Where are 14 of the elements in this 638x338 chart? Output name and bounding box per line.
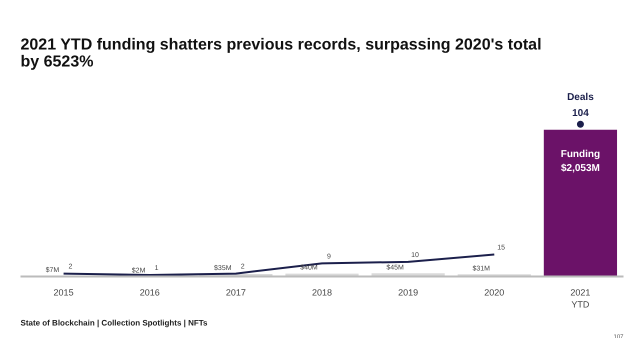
x-tick-label: 2017: [226, 288, 246, 298]
x-tick-label: 2015: [54, 288, 74, 298]
x-tick-label: 2021 YTD: [570, 288, 590, 310]
chart-title: 2021 YTD funding shatters previous records, surpassing 2020's total by 6523%: [20, 36, 542, 70]
text: Deals: [567, 92, 594, 104]
data-label: 104: [572, 108, 590, 120]
series-label: Funding: [560, 148, 600, 160]
x-tick-label: 2019: [398, 288, 418, 298]
x-tick-label: 2020: [484, 288, 504, 298]
bar: [544, 130, 618, 276]
x-tick-label: 2016: [140, 288, 160, 298]
data-label: $2,053M: [560, 162, 600, 174]
x-tick-label: 2018: [312, 288, 332, 298]
text: State of Blockchain | Collection Spotlights | NFTs: [20, 318, 208, 328]
